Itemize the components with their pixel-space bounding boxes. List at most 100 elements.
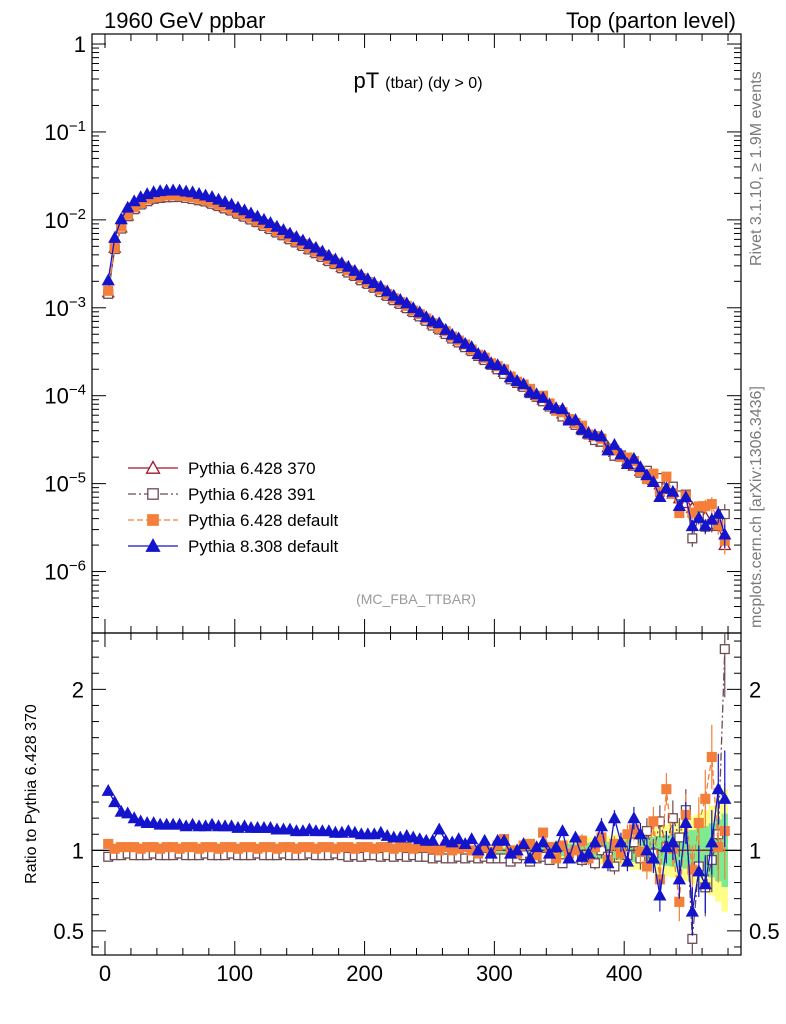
y-tick-label-top: 10−5: [44, 470, 86, 497]
x-tick-label: 0: [99, 961, 111, 986]
data-point-top: [471, 347, 485, 360]
y-tick-label-ratio-right: 0.5: [749, 919, 780, 944]
data-point-top: [653, 490, 667, 502]
data-point-ratio: [127, 811, 141, 824]
data-point-ratio: [562, 851, 576, 864]
y-tick-label-top: 1: [74, 32, 86, 57]
data-point-top: [231, 200, 245, 213]
data-point-ratio: [698, 877, 712, 890]
x-tick-label: 200: [346, 961, 383, 986]
data-point-top: [458, 336, 472, 349]
data-point-ratio: [594, 819, 609, 832]
data-point-ratio: [674, 832, 685, 843]
series-line-top: [107, 189, 726, 535]
data-point-top: [646, 475, 660, 487]
data-point-ratio: [706, 751, 717, 763]
data-point-ratio: [484, 846, 498, 859]
data-point-ratio: [108, 795, 122, 808]
analysis-watermark: (MC_FBA_TTBAR): [356, 591, 476, 607]
legend-marker: [145, 538, 161, 552]
rivet-version-label: Rivet 3.1.10, ≥ 1.9M events: [748, 71, 765, 266]
data-point-ratio: [667, 813, 678, 824]
y-tick-label-ratio-right: 2: [749, 677, 761, 702]
data-point-top: [614, 447, 628, 460]
legend-label: Pythia 6.428 391: [188, 485, 316, 504]
header-right-label: Top (parton level): [566, 8, 736, 33]
data-point-top: [555, 402, 570, 415]
data-point-top: [672, 499, 686, 511]
series-3: [107, 194, 726, 922]
data-point-ratio: [588, 835, 602, 848]
data-point-top: [263, 216, 278, 228]
data-point-top: [607, 438, 622, 450]
data-point-top: [711, 506, 725, 519]
data-point-top: [289, 230, 304, 243]
data-point-ratio: [568, 830, 583, 843]
x-tick-label: 300: [476, 961, 513, 986]
y-tick-label-top: 10−1: [44, 118, 86, 145]
data-point-top: [361, 272, 375, 285]
data-point-top: [103, 285, 114, 296]
data-point-top: [296, 233, 310, 246]
data-point-ratio: [674, 896, 685, 907]
data-point-top: [542, 398, 557, 411]
data-point-ratio: [452, 832, 466, 845]
data-point-top: [348, 264, 362, 276]
data-point-ratio: [693, 817, 704, 829]
data-point-ratio: [555, 824, 570, 837]
data-point-ratio: [516, 837, 531, 849]
data-point-top: [250, 209, 265, 222]
data-point-ratio: [581, 846, 596, 859]
data-point-ratio: [641, 825, 652, 837]
data-point-ratio: [719, 644, 730, 655]
y-tick-label-ratio: 1: [72, 838, 84, 863]
data-point-top: [445, 327, 459, 340]
data-point-top: [374, 279, 388, 292]
data-point-ratio: [692, 864, 706, 877]
data-point-ratio: [705, 835, 719, 848]
data-point-top: [121, 200, 135, 213]
legend-marker: [147, 514, 159, 526]
data-point-ratio: [601, 856, 615, 869]
data-point-ratio: [607, 811, 622, 824]
data-point-top: [679, 490, 693, 503]
data-point-top: [211, 192, 226, 205]
x-tick-label: 100: [216, 961, 253, 986]
data-point-top: [315, 244, 329, 257]
data-point-top: [387, 288, 401, 301]
data-point-top: [101, 273, 115, 286]
data-point-top: [633, 460, 648, 473]
data-point-ratio: [661, 784, 672, 795]
data-point-ratio: [101, 783, 115, 796]
header-left-label: 1960 GeV ppbar: [104, 8, 266, 33]
data-point-top: [504, 370, 518, 383]
data-point-top: [419, 310, 433, 323]
y-tick-label-top: 10−3: [44, 294, 86, 321]
data-point-top: [666, 484, 680, 497]
data-point-ratio: [666, 835, 680, 848]
data-point-top: [718, 527, 732, 540]
data-point-top: [335, 256, 349, 269]
data-point-top: [640, 468, 654, 481]
x-tick-label: 400: [606, 961, 643, 986]
data-point-top: [465, 340, 479, 353]
data-point-ratio: [523, 851, 537, 864]
data-point-top: [510, 374, 524, 387]
legend-label: Pythia 6.428 default: [188, 511, 339, 530]
data-point-top: [400, 296, 414, 309]
data-point-top: [413, 305, 427, 318]
data-point-ratio: [426, 833, 440, 846]
data-point-ratio: [465, 832, 479, 845]
data-point-ratio: [614, 835, 628, 848]
data-point-top: [302, 237, 317, 250]
data-point-top: [594, 429, 609, 442]
y-tick-label-ratio: 2: [72, 677, 84, 702]
data-point-top: [536, 391, 550, 403]
ratio-axis-label: Ratio to Pythia 6.428 370: [23, 704, 40, 884]
data-point-ratio: [711, 782, 725, 795]
data-point-top: [237, 203, 252, 216]
data-point-top: [283, 226, 297, 239]
data-point-ratio: [685, 904, 699, 917]
y-tick-label-ratio: 0.5: [53, 919, 84, 944]
data-point-ratio: [542, 846, 557, 859]
